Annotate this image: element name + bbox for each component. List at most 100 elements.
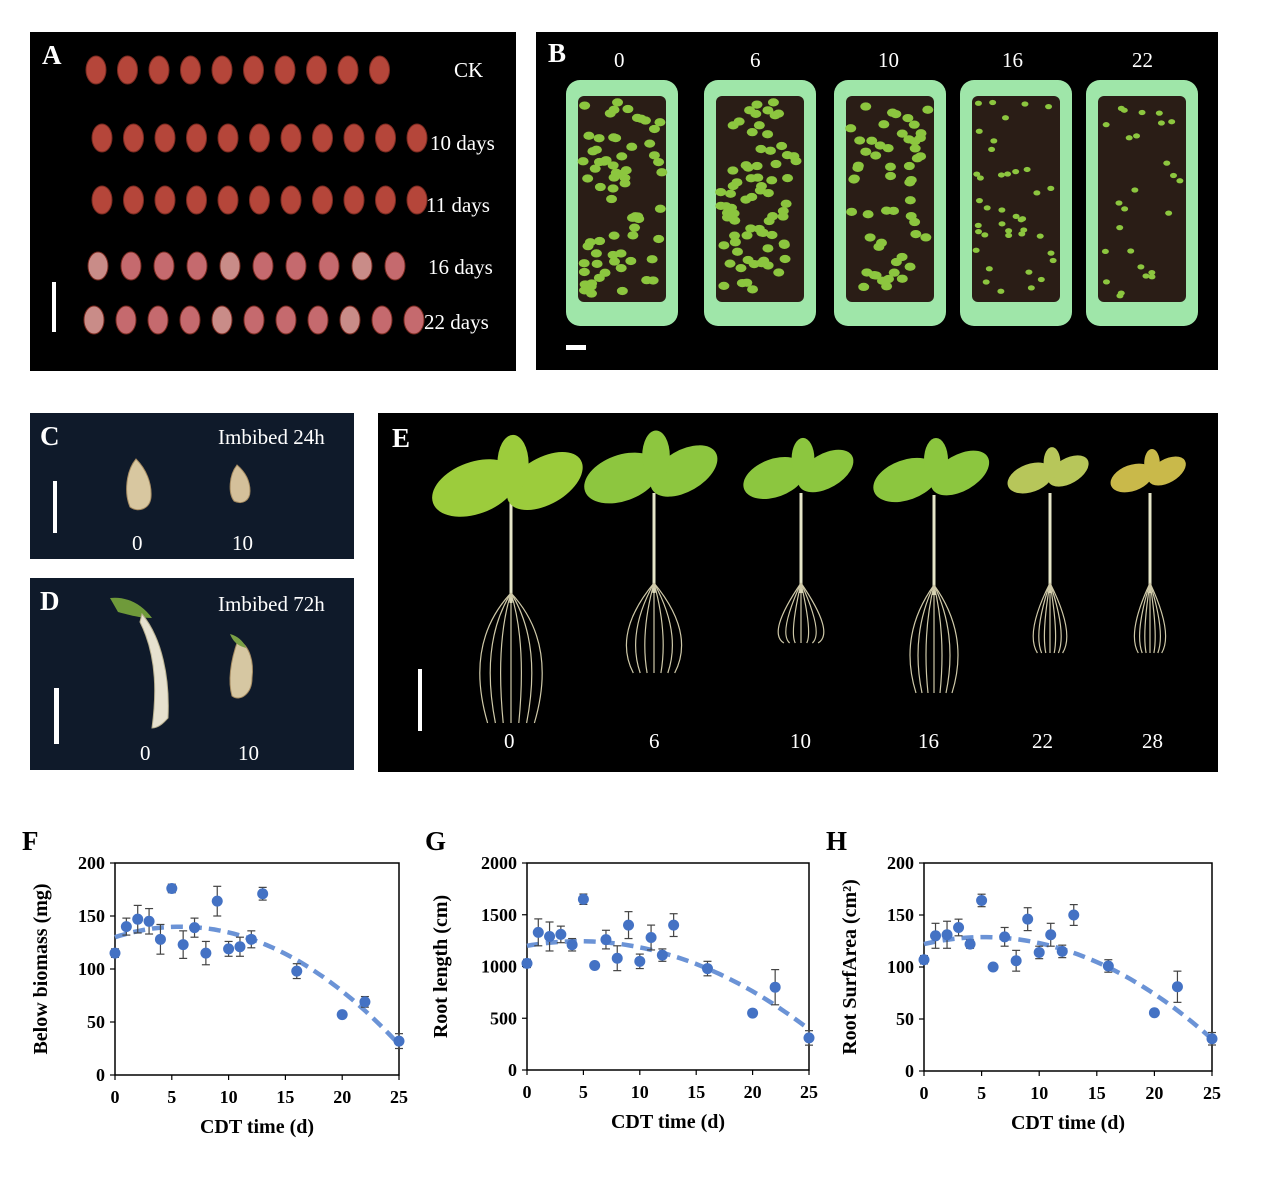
- seedling-plant: [432, 434, 583, 724]
- seedling-leaf: [1027, 285, 1035, 291]
- seedling-leaf: [974, 100, 982, 106]
- x-axis-label: CDT time (d): [611, 1111, 725, 1133]
- seedling-leaf: [616, 286, 628, 296]
- seedling-leaf: [648, 151, 660, 160]
- seedling-leaf: [778, 239, 790, 248]
- seedling-leaf: [858, 282, 870, 292]
- seedling-leaf: [1025, 269, 1033, 275]
- seed: [318, 251, 340, 281]
- data-point: [211, 895, 223, 907]
- seedling-leaf: [587, 147, 599, 156]
- seedling-plant: [873, 438, 990, 694]
- panel-a-label: A: [42, 40, 62, 70]
- seedling-leaf: [846, 207, 858, 216]
- seedling-leaf: [583, 131, 595, 140]
- seedling-leaf: [746, 192, 758, 202]
- data-point: [109, 947, 121, 959]
- tray-label-10: 10: [878, 48, 899, 72]
- x-tick-label: 25: [800, 1082, 818, 1102]
- seed: [243, 55, 264, 85]
- tray-photo-drawing: [566, 80, 1198, 326]
- seedling-leaf: [903, 161, 915, 171]
- seedling-leaf: [582, 174, 594, 183]
- seedling-leaf: [727, 181, 739, 191]
- seedling-leaf: [654, 204, 666, 213]
- seed: [306, 55, 327, 85]
- seedling-leaf: [741, 231, 753, 240]
- seedling-leaf: [578, 267, 590, 277]
- panel-c-imbibed-24h-photo: C Imbibed 24h 0 10: [30, 413, 354, 559]
- seedling-leaf: [975, 197, 983, 204]
- data-point: [245, 933, 257, 945]
- panel-f-label: F: [22, 826, 39, 856]
- seedling-leaf: [896, 252, 908, 262]
- seed: [337, 55, 359, 85]
- seedling-leaf: [1176, 178, 1184, 184]
- plant-label-0: 0: [504, 729, 515, 753]
- y-tick-label: 200: [78, 853, 105, 873]
- data-point: [189, 922, 201, 934]
- seed: [179, 305, 201, 335]
- seedling-leaf: [1049, 257, 1057, 264]
- panel-a-scale-bar: [52, 282, 56, 332]
- panel-d-imbibed-72h-photo: D Imbibed 72h 0 10: [30, 578, 354, 770]
- seedling-leaf: [909, 217, 921, 227]
- panel-e-plants: [432, 430, 1186, 724]
- data-point: [200, 947, 212, 959]
- seedling-plant: [1007, 447, 1089, 654]
- seedling-leaf: [989, 99, 997, 106]
- seedling-leaf: [1021, 101, 1029, 107]
- seedling-leaf: [753, 121, 765, 130]
- seed: [153, 251, 175, 281]
- panel-c-seeds: [126, 458, 251, 511]
- plot-frame: [526, 862, 810, 1071]
- seedling-leaf: [1012, 213, 1020, 219]
- seedling-leaf: [610, 133, 622, 143]
- x-tick-label: 10: [1030, 1083, 1048, 1103]
- plant-label-10: 10: [790, 729, 811, 753]
- x-axis-label: CDT time (d): [200, 1116, 314, 1138]
- data-point: [611, 952, 623, 964]
- seed: [83, 305, 105, 335]
- seed: [343, 185, 365, 215]
- seed: [123, 123, 144, 153]
- seedling-leaf: [1127, 248, 1135, 254]
- plant-label-22: 22: [1032, 729, 1053, 753]
- tray-label-0: 0: [614, 48, 625, 72]
- seedling-leaf: [1036, 233, 1044, 239]
- seedling-leaf: [776, 141, 788, 151]
- seedling-leaf: [1047, 250, 1055, 256]
- seedling-leaf: [756, 258, 768, 268]
- seedling-leaf: [769, 111, 781, 120]
- panel-d-caption: Imbibed 72h: [218, 592, 325, 616]
- seedling-leaf: [988, 146, 996, 153]
- seedling-leaf: [1170, 172, 1178, 179]
- data-point: [589, 959, 601, 971]
- y-tick-label: 0: [96, 1065, 105, 1085]
- data-point: [1045, 929, 1057, 941]
- seed: [154, 123, 176, 153]
- seed: [369, 55, 390, 85]
- seedling-leaf: [1116, 225, 1124, 231]
- data-point: [941, 929, 953, 941]
- seedling-leaf: [644, 139, 656, 148]
- data-point: [645, 932, 657, 944]
- seed: [351, 251, 373, 281]
- x-tick-label: 0: [111, 1087, 120, 1107]
- seedling-leaf: [615, 263, 627, 273]
- seed: [375, 123, 396, 153]
- seed: [91, 185, 113, 215]
- row-label-10-days: 10 days: [430, 131, 495, 155]
- seed: [217, 123, 239, 153]
- data-point: [668, 919, 680, 931]
- seed: [249, 185, 270, 215]
- seed: [280, 185, 302, 215]
- seedling-leaf: [1017, 217, 1025, 223]
- row-label-11-days: 11 days: [426, 193, 490, 217]
- seedling-leaf: [755, 182, 767, 191]
- seedling-leaf: [1115, 200, 1123, 206]
- seed: [339, 305, 361, 335]
- panel-e-plants-photo: E 0 6 10 16 22 28: [378, 413, 1218, 772]
- seedling-leaf: [736, 278, 748, 288]
- data-point: [291, 965, 303, 977]
